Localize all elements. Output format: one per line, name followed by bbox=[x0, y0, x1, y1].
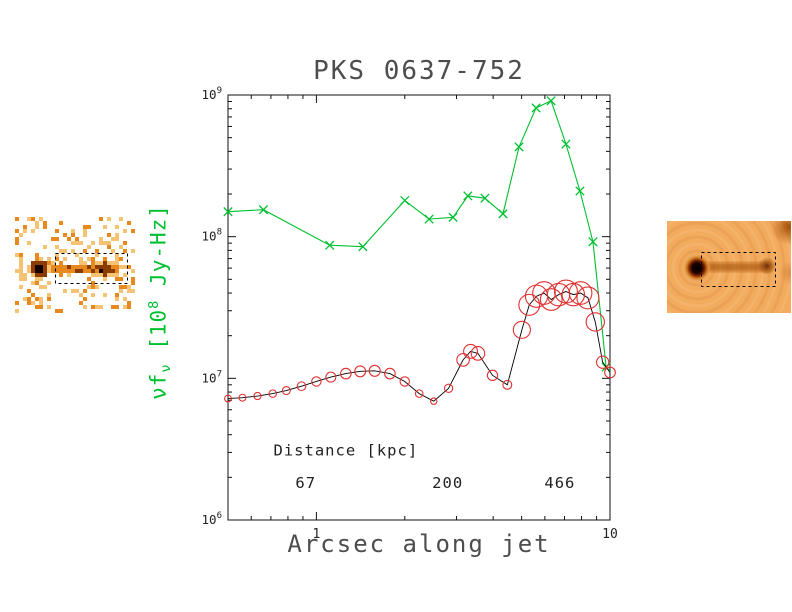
annotations: Distance [kpc] 67 200 466 bbox=[274, 442, 575, 493]
chart-title: PKS 0637-752 bbox=[313, 56, 525, 86]
x-marker bbox=[480, 193, 490, 203]
circle-marker bbox=[296, 381, 307, 392]
circle-marker bbox=[281, 386, 291, 396]
circle-marker bbox=[576, 286, 600, 310]
circle-marker bbox=[502, 379, 513, 390]
x-marker bbox=[463, 191, 473, 201]
circle-marker bbox=[604, 366, 616, 379]
circle-marker bbox=[429, 397, 438, 405]
circle-marker bbox=[414, 389, 424, 398]
x-marker bbox=[424, 214, 434, 224]
circle-marker bbox=[325, 371, 337, 383]
x-marker bbox=[325, 240, 335, 250]
x-marker bbox=[575, 186, 585, 196]
y-tick-label: 109 bbox=[202, 86, 222, 102]
y-tick-label: 107 bbox=[202, 369, 222, 385]
radio-series bbox=[224, 279, 616, 405]
axis-ticks bbox=[228, 94, 611, 521]
circle-marker bbox=[384, 367, 396, 380]
circle-marker bbox=[486, 369, 499, 382]
circle-marker bbox=[224, 394, 232, 403]
plot-frame bbox=[227, 94, 611, 521]
circle-marker bbox=[518, 293, 541, 316]
circle-marker bbox=[561, 282, 586, 307]
circle-marker bbox=[463, 343, 479, 359]
circle-marker bbox=[253, 391, 262, 401]
circle-marker bbox=[443, 383, 454, 394]
annotation-text: 466 bbox=[544, 474, 575, 492]
circle-marker bbox=[568, 281, 593, 305]
y-tick-label: 108 bbox=[202, 228, 222, 244]
x-tick-label: 1 bbox=[312, 527, 320, 542]
x-marker bbox=[531, 103, 541, 113]
circle-marker bbox=[512, 320, 531, 339]
circle-marker bbox=[456, 353, 470, 367]
circle-marker bbox=[354, 365, 367, 378]
circle-marker bbox=[238, 393, 247, 402]
x-marker bbox=[223, 207, 233, 217]
circle-marker bbox=[539, 288, 563, 311]
annotation-text: 67 bbox=[295, 474, 316, 492]
circle-marker bbox=[268, 389, 278, 398]
annotation-text: Distance [kpc] bbox=[274, 442, 419, 460]
circle-marker bbox=[399, 376, 410, 387]
x-tick-label: 10 bbox=[602, 527, 618, 542]
x-marker bbox=[358, 242, 368, 252]
circle-marker bbox=[532, 281, 556, 305]
circle-marker bbox=[595, 355, 610, 369]
x-marker bbox=[400, 195, 410, 206]
circle-marker bbox=[340, 367, 352, 380]
x-marker bbox=[498, 209, 508, 219]
x-marker bbox=[588, 237, 598, 247]
y-tick-label: 106 bbox=[202, 511, 222, 527]
x-marker bbox=[546, 96, 556, 106]
circle-marker bbox=[368, 364, 381, 377]
annotation-text: 200 bbox=[432, 474, 463, 492]
xray-inset-image bbox=[15, 217, 135, 313]
circle-marker bbox=[470, 346, 486, 361]
circle-marker bbox=[311, 376, 322, 387]
xray-series bbox=[223, 96, 611, 372]
x-marker bbox=[514, 142, 524, 152]
x-marker bbox=[561, 139, 571, 149]
x-axis-label: Arcsec along jet bbox=[287, 530, 551, 558]
radio-inset-image bbox=[667, 221, 791, 313]
circle-marker bbox=[585, 312, 605, 332]
x-marker bbox=[448, 212, 458, 222]
x-marker bbox=[258, 205, 269, 215]
